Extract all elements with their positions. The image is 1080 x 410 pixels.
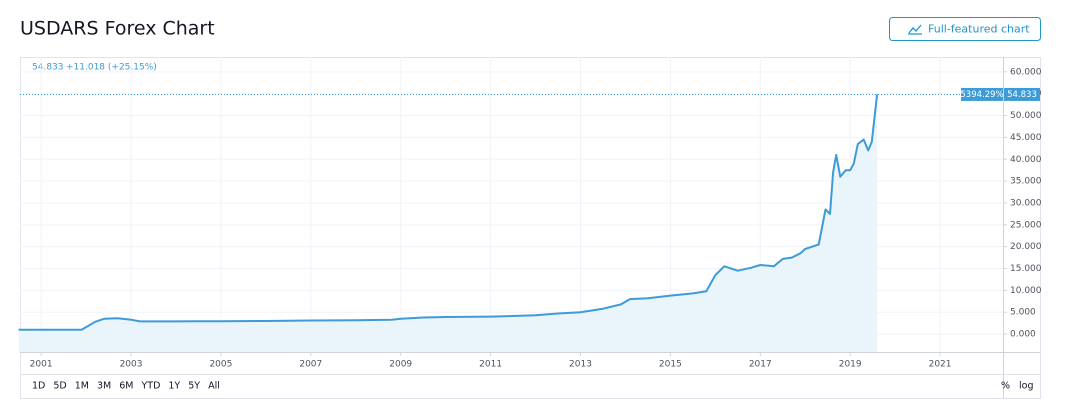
pct-tag-label: 5394.29% (960, 90, 1003, 100)
y-tick-label: 35.000 (1010, 177, 1042, 187)
x-tick-label: 2019 (839, 360, 862, 370)
chart-title: USDARS Forex Chart (20, 18, 215, 40)
x-tick-label: 2017 (749, 360, 772, 370)
header-price: 54.833 (32, 63, 64, 73)
range-button[interactable]: 1M (75, 381, 89, 392)
y-tick-label: 15.000 (1010, 264, 1042, 274)
y-tick-label: 60.000 (1010, 67, 1042, 77)
y-tick-label: 20.000 (1010, 242, 1042, 252)
price-line (18, 94, 879, 331)
scale-button[interactable]: % (1001, 381, 1010, 392)
range-button[interactable]: 5D (53, 381, 66, 392)
x-tick-label: 2003 (120, 360, 143, 370)
price-tag-label: 54.833 (1007, 90, 1037, 100)
x-tick-label: 2001 (30, 360, 53, 370)
y-tick-label: 0.000 (1010, 330, 1036, 340)
y-tick-label: 50.000 (1010, 111, 1042, 121)
full-chart-button[interactable] (889, 17, 1041, 41)
range-button[interactable]: YTD (140, 381, 160, 392)
scale-button[interactable]: log (1019, 381, 1033, 392)
y-tick-label: 30.000 (1010, 198, 1042, 208)
x-tick-label: 2005 (209, 360, 232, 370)
chart-frame (20, 57, 1041, 399)
x-tick-label: 2011 (479, 360, 502, 370)
line-area (18, 94, 878, 353)
y-tick-label: 25.000 (1010, 220, 1042, 230)
y-tick-label: 45.000 (1010, 133, 1042, 143)
range-button[interactable]: 1D (32, 381, 45, 392)
range-button[interactable]: 5Y (188, 381, 200, 392)
price-tag (1004, 87, 1040, 101)
x-tick-label: 2013 (569, 360, 592, 370)
x-tick-label: 2015 (659, 360, 682, 370)
range-button[interactable]: 3M (97, 381, 111, 392)
y-tick-label: 5.000 (1010, 308, 1036, 318)
range-button[interactable]: All (208, 381, 220, 392)
pct-tag (961, 87, 1003, 101)
y-tick-label: 10.000 (1010, 286, 1042, 296)
button-label[interactable]: Full-featured chart (928, 23, 1030, 36)
x-tick-label: 2021 (929, 360, 952, 370)
x-tick-label: 2009 (389, 360, 412, 370)
range-button[interactable]: 1Y (168, 381, 180, 392)
header-change: +11.018 (+25.15%) (66, 63, 157, 73)
button-icon (908, 24, 922, 35)
x-tick-label: 2007 (299, 360, 322, 370)
range-button[interactable]: 6M (119, 381, 133, 392)
y-tick-label: 40.000 (1010, 155, 1042, 165)
